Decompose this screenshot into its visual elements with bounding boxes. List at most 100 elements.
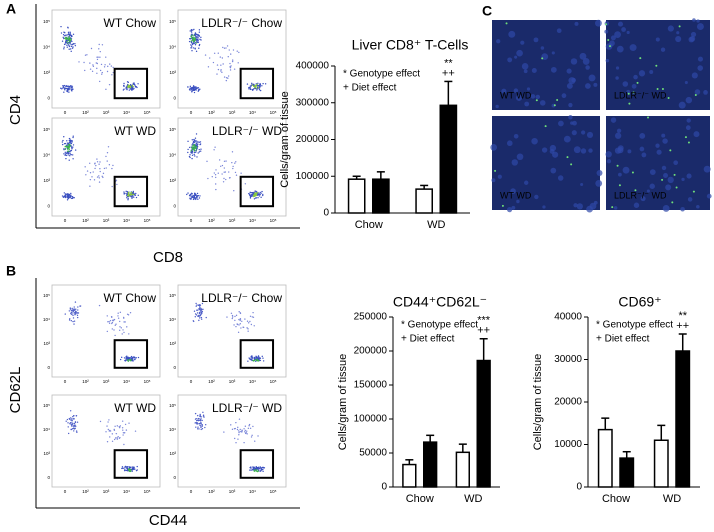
event-dot [127, 199, 129, 201]
event-dot [253, 469, 256, 471]
event-dot [101, 73, 103, 75]
event-dot [215, 176, 217, 179]
annotation: *** [477, 315, 491, 327]
event-dot [132, 196, 134, 198]
stain [661, 178, 664, 181]
event-dot [191, 139, 193, 141]
event-dot [111, 433, 114, 435]
event-dot [259, 470, 262, 472]
nucleus [586, 131, 594, 139]
event-dot [68, 144, 71, 146]
event-dot [240, 327, 242, 329]
event-dot [254, 86, 256, 89]
event-dot [198, 422, 200, 425]
nucleus [676, 31, 680, 35]
event-dot [251, 358, 253, 360]
event-dot [257, 466, 260, 469]
event-dot [231, 59, 234, 61]
event-dot [64, 151, 66, 154]
event-dot [201, 419, 203, 422]
event-dot [64, 313, 66, 315]
event-dot [235, 421, 237, 424]
nucleus [508, 30, 516, 38]
event-dot [105, 56, 107, 58]
event-dot [260, 196, 262, 199]
stain [607, 38, 610, 41]
event-dot [66, 146, 69, 148]
event-dot [124, 423, 127, 426]
event-dot [256, 83, 258, 86]
tick-label: 10⁵ [169, 293, 176, 298]
event-dot [99, 168, 101, 170]
event-dot [71, 418, 73, 420]
nucleus [595, 19, 602, 27]
nucleus [649, 183, 655, 189]
event-dot [199, 141, 202, 143]
event-dot [249, 87, 251, 89]
nucleus [539, 100, 546, 106]
event-dot [124, 466, 126, 468]
event-dot [66, 37, 68, 39]
nucleus [501, 88, 507, 94]
event-dot [232, 165, 234, 168]
event-dot [73, 430, 75, 432]
event-dot [70, 417, 72, 419]
event-dot [194, 316, 196, 318]
event-dot [97, 56, 99, 58]
event-dot [237, 438, 239, 440]
event-dot [198, 141, 200, 143]
event-dot [251, 316, 254, 318]
tick-label: 0 [47, 365, 50, 370]
event-dot [259, 193, 261, 196]
event-dot [70, 142, 73, 145]
event-dot [96, 161, 99, 163]
nucleus [558, 120, 564, 127]
event-dot [213, 149, 215, 151]
note: + Diet effect [596, 334, 650, 345]
event-dot [194, 32, 197, 34]
event-dot [62, 36, 64, 39]
event-dot [70, 312, 72, 315]
event-dot [65, 34, 67, 36]
event-dot [199, 420, 202, 422]
bar [415, 188, 433, 214]
event-dot [93, 179, 96, 181]
nucleus [593, 200, 598, 205]
event-dot [69, 196, 71, 198]
event-dot [101, 175, 103, 178]
event-dot [132, 82, 135, 84]
tick-label: 10⁴ [169, 152, 176, 157]
event-dot [66, 142, 69, 144]
event-dot [250, 436, 253, 438]
event-dot [122, 329, 124, 331]
bar [653, 439, 669, 488]
annotation: ++ [477, 325, 490, 337]
event-dot [235, 314, 238, 317]
event-dot [220, 165, 222, 167]
event-dot [69, 39, 72, 41]
event-dot [89, 178, 92, 181]
event-dot [193, 87, 196, 89]
note: * Genotype effect [596, 320, 673, 331]
event-dot [63, 192, 66, 194]
nucleus [694, 89, 701, 95]
tick-label: 0 [64, 110, 67, 115]
event-dot [106, 315, 108, 317]
stain [628, 102, 631, 105]
gate [113, 449, 149, 479]
event-dot [71, 307, 73, 310]
event-dot [126, 88, 128, 91]
event-dot [251, 469, 254, 471]
event-dot [192, 89, 194, 91]
event-dot [262, 357, 264, 359]
tick-label: 10³ [43, 178, 50, 183]
event-dot [200, 428, 202, 431]
bar [372, 178, 390, 214]
plot-frame [51, 117, 161, 217]
tick-label: 10³ [43, 70, 50, 75]
event-dot [136, 469, 138, 471]
event-dot [223, 177, 225, 180]
event-dot [200, 318, 203, 320]
event-dot [239, 428, 241, 431]
nucleus [596, 170, 603, 176]
